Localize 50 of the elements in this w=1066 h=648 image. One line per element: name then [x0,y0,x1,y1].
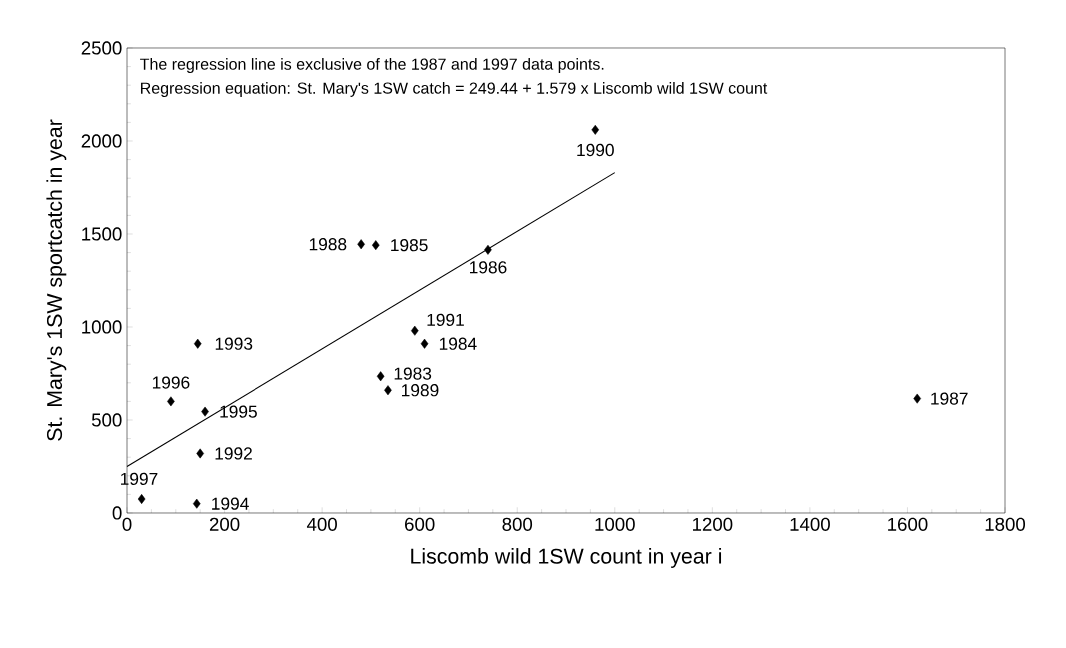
annotation: 1993 [215,337,253,350]
annotation: Regression equation: St. Mary's 1SW catch = 249.44 + 1.579 x Liscomb wild 1SW count [141,82,768,97]
x-tick-label: 1400 [790,517,830,531]
x-tick-label: 600 [405,517,435,531]
point [357,239,365,250]
annotation: 1997 [121,472,158,485]
x-tick-label: 1000 [595,517,635,531]
x-tick-label: 200 [209,517,240,531]
annotation: 1988 [309,238,347,251]
annotation: 1992 [215,447,252,460]
point [192,498,201,509]
x-tick-label: 0 [122,517,132,531]
x-tick-label: 1600 [888,517,928,531]
x-axis-title: Liscomb wild 1SW count in year i [411,548,722,568]
annotation: 1986 [470,261,507,274]
point [193,338,202,349]
y-tick-label: 1000 [82,320,122,334]
point [167,396,175,407]
annotation: 1995 [220,405,257,418]
y-tick-label: 1500 [82,227,122,241]
point [591,124,600,135]
annotation: 1990 [577,143,614,157]
point [384,385,392,396]
annotation: 1984 [439,337,477,350]
y-tick-label: 2500 [81,41,122,55]
x-tick-label: 800 [502,517,533,531]
y-tick-label: 0 [112,506,122,520]
annotation: 1996 [152,376,190,389]
annotation: 1989 [402,384,439,397]
x-tick-label: 400 [306,517,337,531]
point [137,494,146,504]
point [196,448,204,459]
y-tick-label: 2000 [81,134,122,148]
x-tick-label: 1800 [985,517,1026,531]
annotation: 1983 [394,367,432,380]
annotation: The regression line is exclusive of the 1987 and 1997 data points. [140,58,604,73]
point [201,406,209,417]
point [420,338,429,349]
annotation: 1985 [391,239,428,252]
annotation: 1987 [931,392,968,405]
point [913,393,921,404]
annotation: 1994 [212,497,249,510]
annotation: 1991 [427,313,464,326]
point [484,244,492,255]
point [376,371,385,382]
point [411,325,419,336]
x-tick-label: 1200 [693,517,733,531]
y-axis-title: St. Mary's 1SW sportcatch in year [46,119,67,441]
y-tick-label: 500 [91,413,122,427]
point [372,240,380,251]
